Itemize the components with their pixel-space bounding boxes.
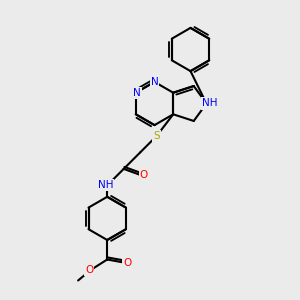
Text: O: O [140,170,148,180]
Text: S: S [153,131,160,141]
Text: N: N [134,88,141,98]
Text: NH: NH [98,180,113,190]
Text: NH: NH [202,98,218,109]
Text: O: O [85,265,93,275]
Text: N: N [151,77,158,87]
Text: O: O [123,257,131,268]
